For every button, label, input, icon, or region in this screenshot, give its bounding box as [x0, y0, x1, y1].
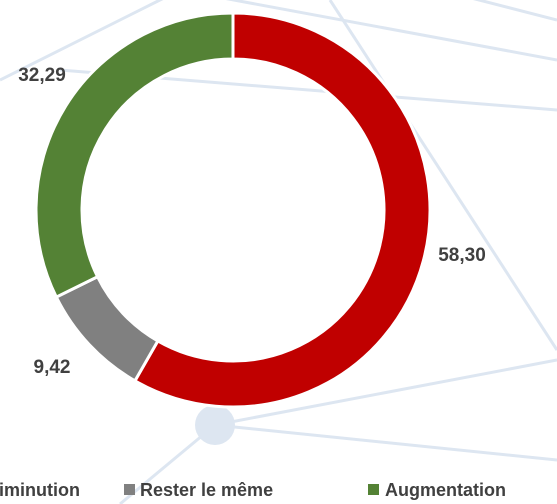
legend-marker: [124, 484, 135, 495]
network-line: [472, 0, 557, 22]
legend-label: Rester le même: [140, 480, 273, 500]
network-line: [214, 358, 557, 427]
legend-label: Augmentation: [385, 480, 506, 500]
legend-marker: [368, 484, 379, 495]
network-line: [328, 0, 557, 351]
data-label: 32,29: [18, 65, 66, 86]
network-line: [119, 423, 216, 504]
network-line: [0, 0, 164, 82]
legend-label: Diminution: [0, 480, 80, 500]
donut-segment: [54, 274, 160, 383]
network-node: [195, 405, 235, 445]
data-label: 9,42: [34, 357, 71, 378]
donut-segment: [132, 11, 432, 409]
network-line: [214, 423, 557, 462]
data-label: 58,30: [438, 245, 486, 266]
network-line: [225, 0, 557, 62]
donut-segment: [34, 11, 235, 300]
